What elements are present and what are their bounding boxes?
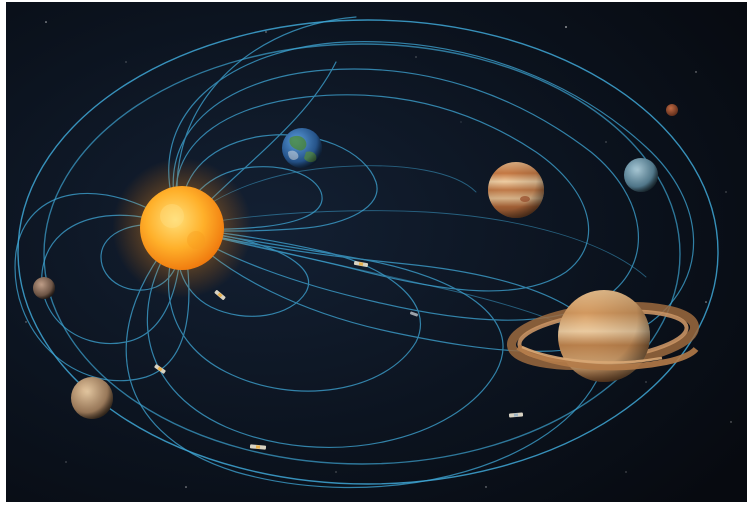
venus: [71, 377, 113, 419]
mercury: [33, 277, 55, 299]
spacecraft: [353, 260, 369, 268]
spacecraft: [410, 311, 418, 317]
star-field: [25, 21, 732, 488]
space-scene: [6, 2, 747, 502]
spacecraft: [154, 364, 166, 374]
mars: [666, 104, 678, 116]
spacecraft-group: [154, 260, 524, 450]
uranus: [624, 158, 658, 192]
spacecraft: [249, 444, 267, 450]
jupiter: [488, 162, 544, 218]
spacecraft: [214, 290, 226, 300]
sun: [112, 158, 252, 298]
solar-system-illustration: [6, 2, 747, 502]
spacecraft: [508, 412, 524, 418]
earth: [282, 128, 322, 168]
saturn: [506, 290, 700, 382]
